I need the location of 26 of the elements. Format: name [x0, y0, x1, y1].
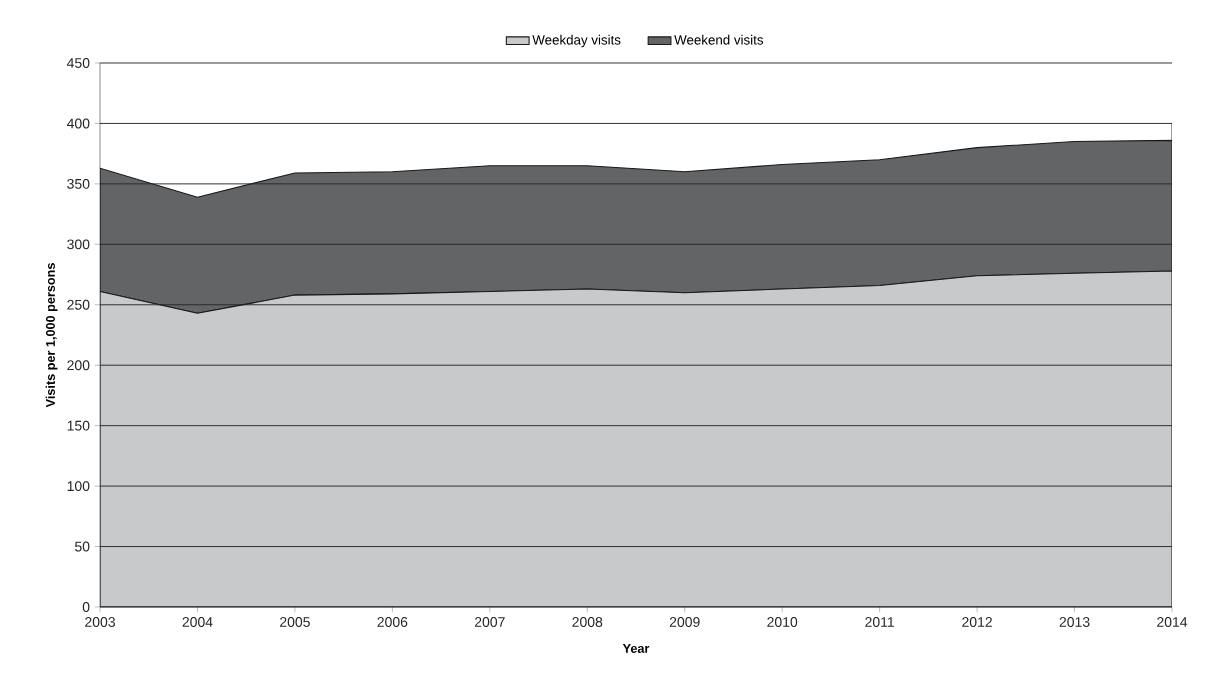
legend-label: Weekend visits: [674, 34, 764, 45]
x-axis-title: Year: [622, 644, 650, 653]
y-tick-label: 300: [67, 239, 90, 250]
y-tick-label: 400: [66, 118, 90, 129]
y-tick-label: 200: [67, 360, 90, 371]
x-tick-label: 2010: [767, 617, 798, 627]
x-tick-label: 2009: [669, 617, 700, 627]
legend-label: Weekday visits: [532, 34, 621, 48]
x-tick-label: 2003: [85, 617, 115, 627]
y-tick-label: 350: [67, 178, 90, 189]
x-tick-label: 2005: [280, 617, 310, 627]
y-tick-label: 100: [67, 481, 90, 492]
y-tick-label: 50: [74, 541, 90, 552]
y-tick-label: 450: [66, 58, 90, 68]
y-tick-label: 250: [67, 299, 90, 310]
x-tick-label: 2013: [1059, 617, 1090, 627]
y-tick-label: 150: [67, 420, 90, 431]
x-tick-label: 2007: [474, 617, 505, 627]
x-tick-label: 2011: [865, 617, 894, 627]
x-tick-label: 2012: [962, 617, 992, 627]
y-axis-title: Visits per 1,000 persons: [45, 263, 58, 408]
x-tick-label: 2006: [377, 617, 408, 627]
x-tick-label: 2014: [1157, 617, 1188, 627]
x-tick-label: 2008: [572, 617, 603, 627]
x-tick-label: 2004: [182, 617, 213, 627]
y-tick-label: 0: [82, 602, 90, 612]
